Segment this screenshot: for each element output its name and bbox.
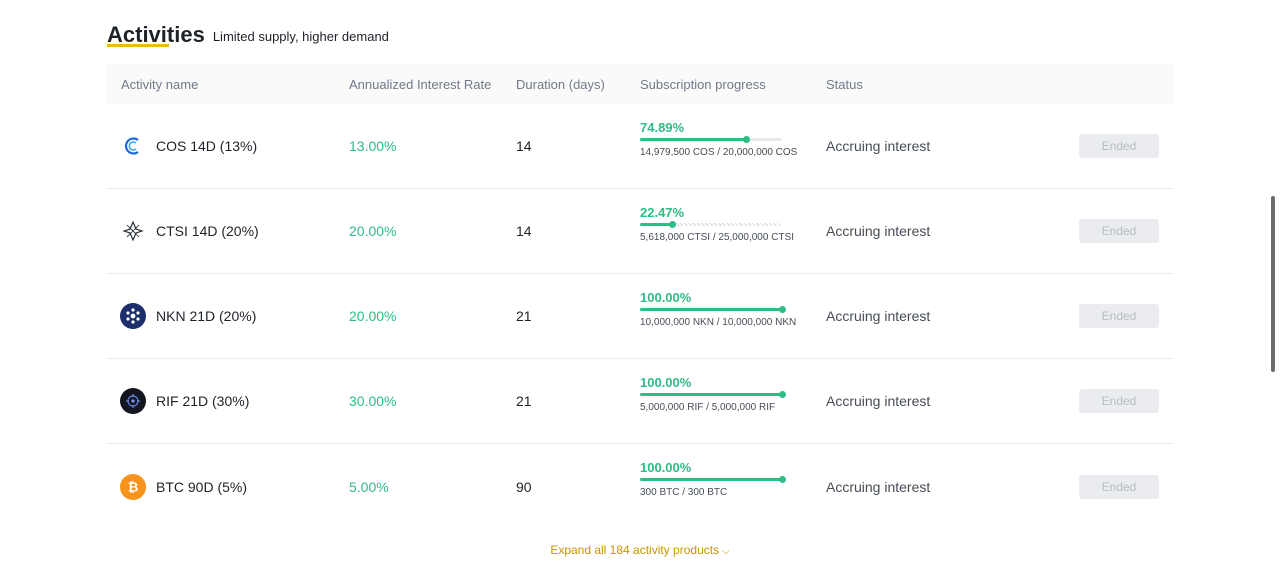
rif-icon — [120, 388, 146, 414]
interest-rate: 5.00% — [349, 478, 389, 495]
ctsi-icon — [120, 218, 146, 244]
duration: 21 — [516, 393, 532, 409]
progress-percent: 22.47% — [640, 205, 685, 220]
activity-name-cell: COS 14D (13%) — [120, 104, 257, 188]
status-text: Accruing interest — [826, 308, 931, 324]
activity-name: CTSI 14D (20%) — [156, 223, 259, 239]
progress-percent: 100.00% — [640, 290, 692, 305]
progress-bar — [640, 306, 786, 313]
header-activity-name: Activity name — [121, 76, 199, 92]
table-row[interactable]: COS 14D (13%) 13.00% 14 74.89% 14,979,50… — [106, 104, 1174, 189]
chevron-down-icon: ⌵ — [722, 546, 730, 557]
activity-name: NKN 21D (20%) — [156, 308, 257, 324]
duration: 90 — [516, 478, 532, 495]
vertical-scrollbar[interactable] — [1271, 196, 1275, 372]
progress-amount: 14,979,500 COS / 20,000,000 COS — [640, 147, 798, 158]
header-duration: Duration (days) — [516, 76, 605, 92]
progress-percent: 100.00% — [640, 460, 692, 475]
table-header: Activity name Annualized Interest Rate D… — [106, 64, 1174, 104]
svg-text:₿: ₿ — [128, 479, 139, 494]
progress-fill — [640, 138, 747, 141]
activity-name: COS 14D (13%) — [156, 138, 258, 154]
progress-amount: 10,000,000 NKN / 10,000,000 NKN — [640, 317, 797, 328]
activities-table: Activity name Annualized Interest Rate D… — [106, 64, 1174, 529]
progress-percent: 74.89% — [640, 120, 685, 135]
interest-rate: 30.00% — [349, 393, 397, 409]
activity-name-cell: NKN 21D (20%) — [120, 274, 256, 358]
ended-button[interactable]: Ended — [1079, 474, 1159, 499]
subscription-progress: 22.47% 5,618,000 CTSI / 25,000,000 CTSI — [640, 189, 820, 273]
progress-handle — [779, 476, 786, 483]
subscription-progress: 100.00% 300 BTC / 300 BTC — [640, 444, 820, 529]
ended-button[interactable]: Ended — [1079, 304, 1159, 328]
header-status: Status — [826, 76, 863, 92]
progress-fill — [640, 393, 782, 396]
progress-amount: 300 BTC / 300 BTC — [640, 487, 728, 498]
progress-bar — [640, 136, 782, 143]
progress-handle — [668, 221, 676, 228]
duration: 21 — [516, 308, 532, 324]
status-text: Accruing interest — [826, 223, 931, 239]
interest-rate: 20.00% — [349, 223, 397, 239]
progress-fill — [640, 478, 782, 481]
section-title: Activities — [107, 22, 205, 47]
activity-name-cell: ₿ BTC 90D (5%) — [120, 444, 247, 529]
activity-name-cell: CTSI 14D (20%) — [120, 189, 259, 273]
status-text: Accruing interest — [826, 138, 931, 154]
status-text: Accruing interest — [826, 393, 931, 409]
interest-rate: 20.00% — [349, 308, 397, 324]
activity-name-cell: RIF 21D (30%) — [120, 359, 249, 443]
ended-button[interactable]: Ended — [1079, 219, 1159, 243]
expand-all-link[interactable]: Expand all 184 activity products ⌵ — [0, 543, 1280, 557]
btc-icon: ₿ — [120, 473, 146, 500]
progress-amount: 5,618,000 CTSI / 25,000,000 CTSI — [640, 232, 794, 243]
progress-fill — [640, 223, 672, 226]
status-text: Accruing interest — [826, 478, 931, 495]
table-row[interactable]: NKN 21D (20%) 20.00% 21 100.00% 10,000,0… — [106, 274, 1174, 359]
interest-rate: 13.00% — [349, 138, 397, 154]
progress-handle — [779, 306, 786, 313]
progress-handle — [743, 136, 751, 143]
progress-bar — [640, 391, 786, 398]
table-row[interactable]: RIF 21D (30%) 30.00% 21 100.00% 5,000,00… — [106, 359, 1174, 444]
progress-fill — [640, 308, 782, 311]
subscription-progress: 100.00% 5,000,000 RIF / 5,000,000 RIF — [640, 359, 820, 443]
nkn-icon — [120, 303, 146, 329]
progress-bar — [640, 221, 782, 228]
duration: 14 — [516, 223, 532, 239]
progress-percent: 100.00% — [640, 375, 692, 390]
header-subscription-progress: Subscription progress — [640, 76, 766, 92]
activity-name: BTC 90D (5%) — [156, 478, 248, 495]
progress-amount: 5,000,000 RIF / 5,000,000 RIF — [640, 402, 776, 413]
section-subtitle: Limited supply, higher demand — [212, 29, 389, 44]
duration: 14 — [516, 138, 532, 154]
table-row[interactable]: CTSI 14D (20%) 20.00% 14 22.47% 5,618,00… — [106, 189, 1174, 274]
activity-name: RIF 21D (30%) — [156, 393, 250, 409]
ended-button[interactable]: Ended — [1079, 389, 1159, 413]
progress-handle — [779, 391, 786, 398]
section-header: Activities Limited supply, higher demand — [107, 18, 389, 48]
expand-all-label: Expand all 184 activity products — [550, 543, 720, 557]
cos-icon — [120, 133, 146, 159]
progress-bar — [640, 476, 786, 483]
table-row[interactable]: ₿ BTC 90D (5%) 5.00% 90 100.00% 300 BTC … — [106, 444, 1174, 529]
subscription-progress: 74.89% 14,979,500 COS / 20,000,000 COS — [640, 104, 820, 188]
subscription-progress: 100.00% 10,000,000 NKN / 10,000,000 NKN — [640, 274, 820, 358]
ended-button[interactable]: Ended — [1079, 134, 1159, 158]
header-interest-rate: Annualized Interest Rate — [349, 76, 492, 92]
